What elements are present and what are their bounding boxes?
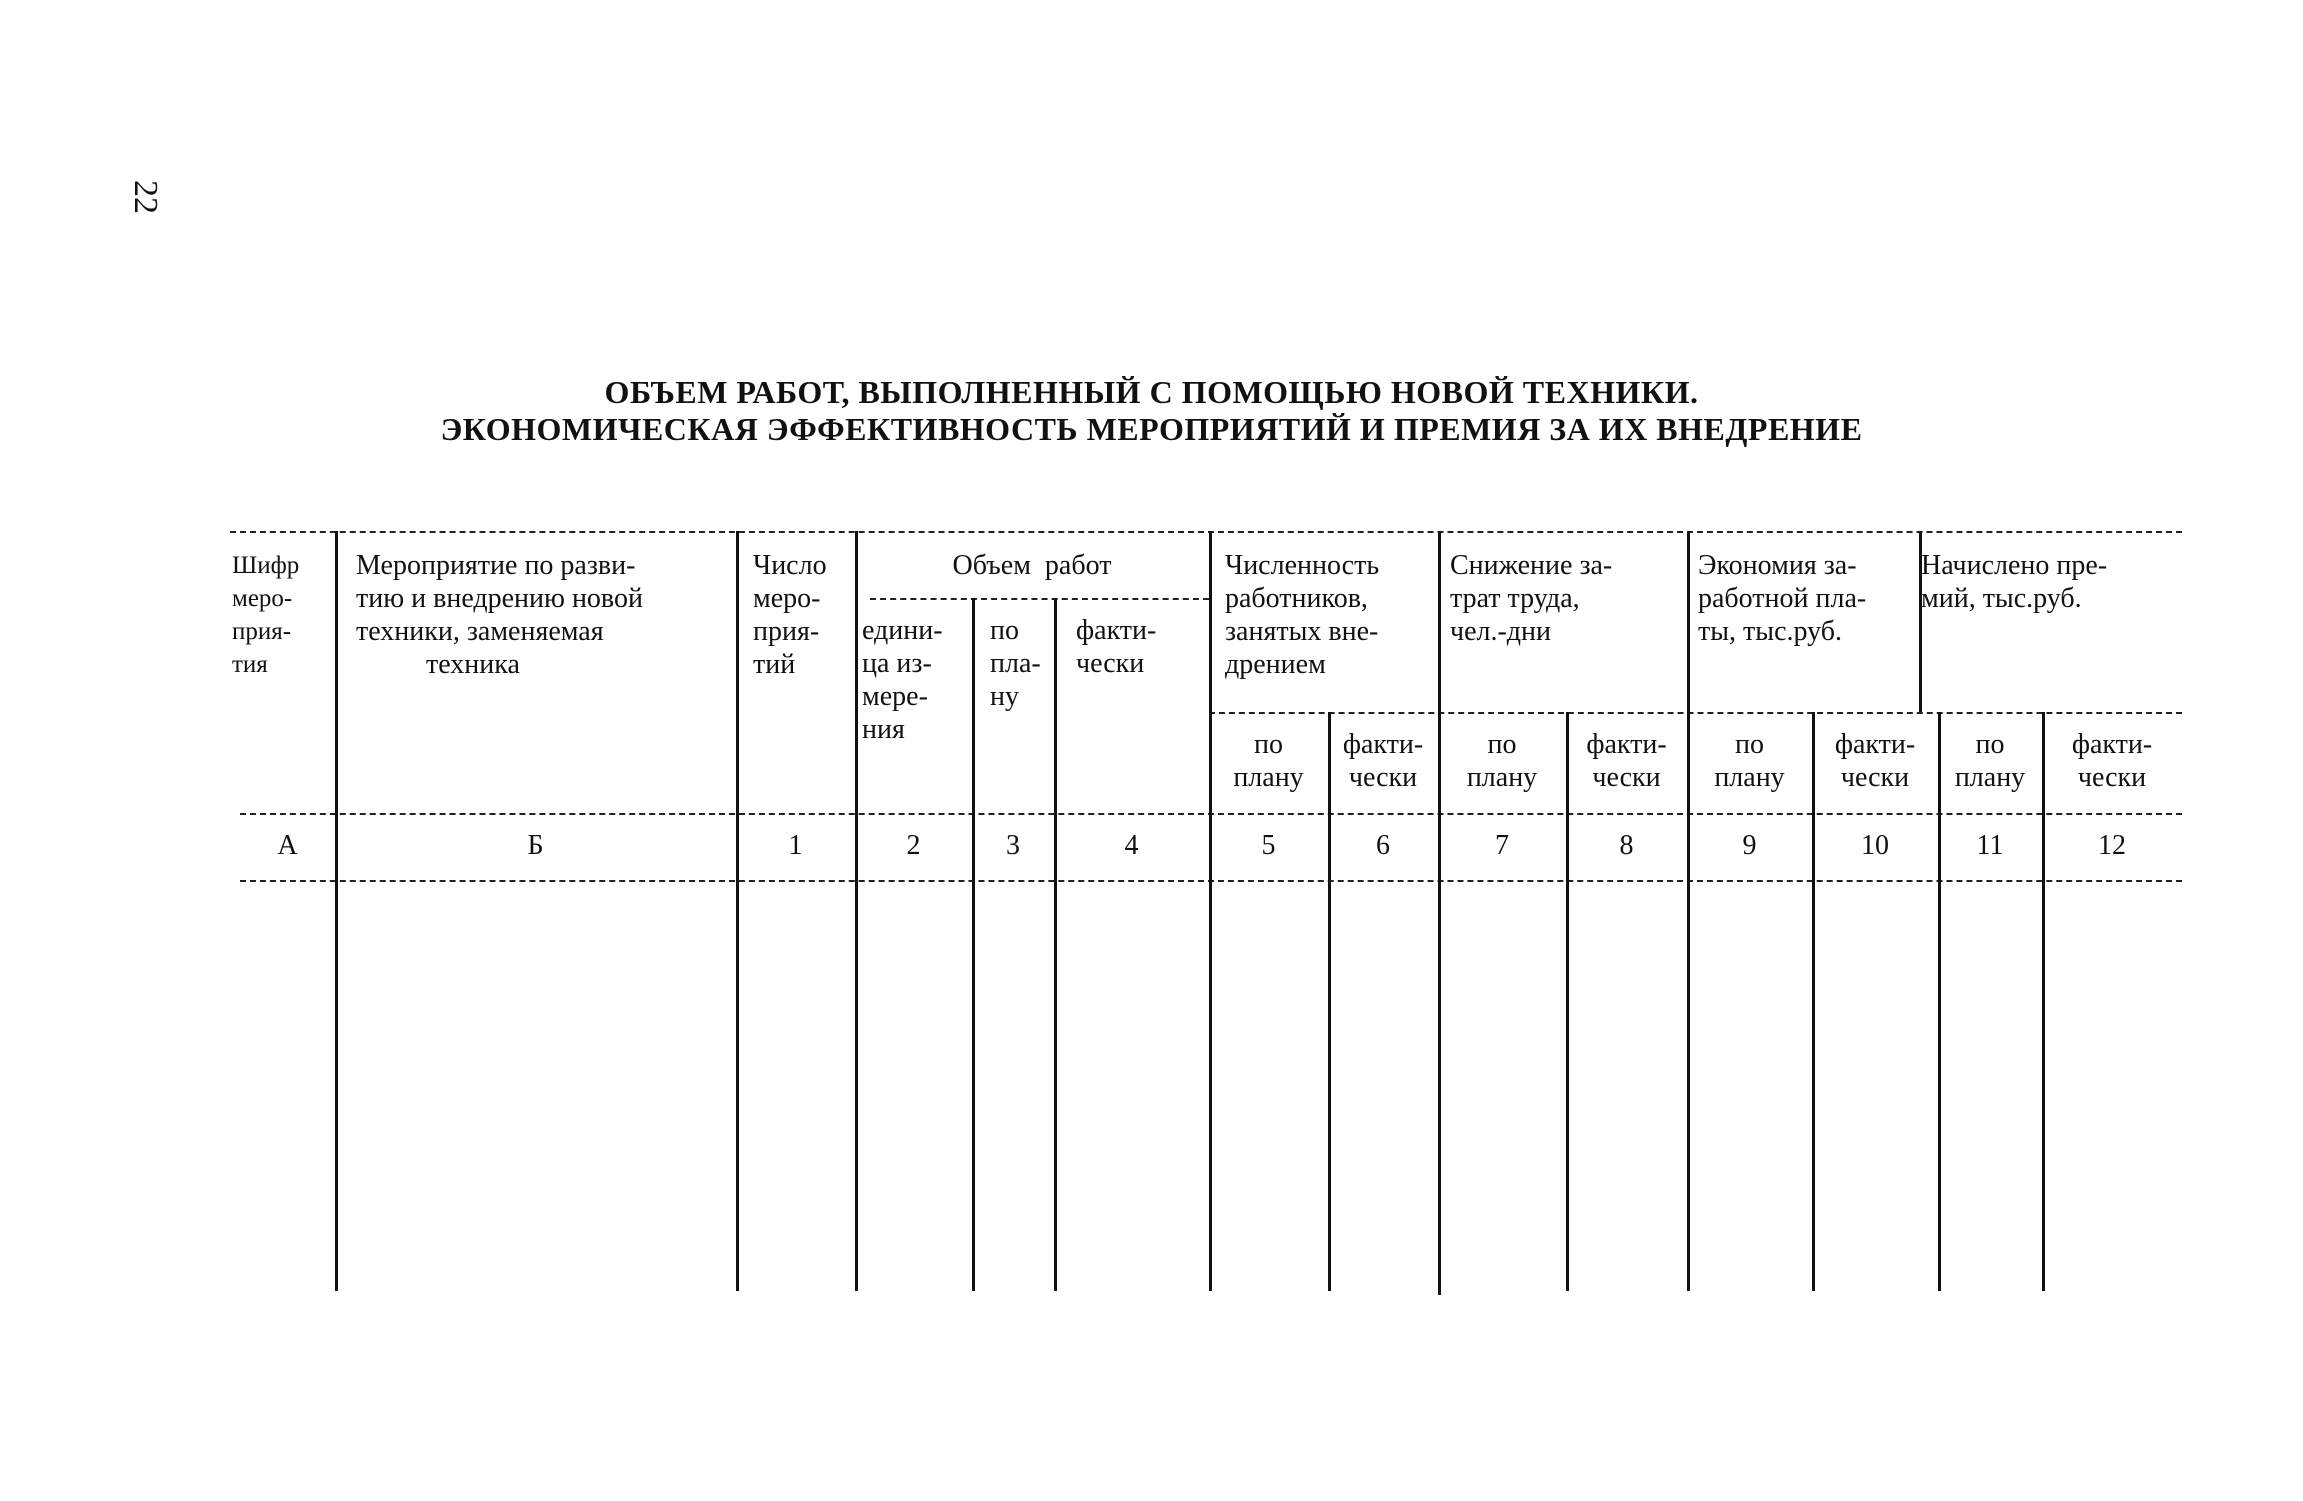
page-number: 22 [127, 180, 164, 214]
column-rule [1438, 531, 1441, 1295]
header-labor-fact: факти- чески [1586, 729, 1667, 793]
header-bonus: Начислено пре- мий, тыс.руб. [1921, 550, 2108, 614]
header-code: Шифр меро- прия- тия [232, 552, 300, 678]
column-rule [335, 531, 338, 1291]
column-number: 7 [1495, 830, 1509, 861]
header-labor: Снижение за- трат труда, чел.-дни [1450, 550, 1613, 647]
column-number: 2 [906, 830, 921, 861]
header-volume-unit: едини- ца из- мере- ния [862, 615, 943, 745]
column-rule [1209, 531, 1212, 1291]
column-number: 12 [2098, 830, 2126, 861]
column-rule [1328, 712, 1331, 1291]
header-workers-fact: факти- чески [1342, 729, 1424, 793]
column-number: 1 [788, 830, 803, 861]
column-number: Б [527, 830, 544, 861]
header-workers: Численность работников, занятых вне- дре… [1225, 550, 1380, 680]
header-count: Число меро- прия- тий [753, 550, 827, 680]
column-number: А [277, 830, 298, 861]
title-line-1: ОБЪЕМ РАБОТ, ВЫПОЛНЕННЫЙ С ПОМОЩЬЮ НОВОЙ… [604, 374, 1699, 410]
column-rule [1812, 712, 1815, 1291]
column-rule [972, 598, 975, 1291]
header-workers-plan: по плану [1233, 729, 1304, 793]
column-number: 9 [1742, 830, 1757, 861]
column-number: 4 [1124, 830, 1139, 861]
column-number: 10 [1861, 830, 1889, 861]
header-volume-plan: по пла- ну [990, 615, 1041, 712]
header-measure: Мероприятие по разви- тию и внедрению но… [356, 550, 643, 680]
title-line-2: ЭКОНОМИЧЕСКАЯ ЭФФЕКТИВНОСТЬ МЕРОПРИЯТИЙ … [440, 411, 1863, 447]
column-rule [736, 531, 739, 1291]
column-number: 3 [1006, 830, 1020, 861]
column-number: 8 [1619, 830, 1634, 861]
header-bonus-fact: факти- чески [2071, 729, 2153, 793]
column-rule [1687, 531, 1690, 1291]
column-number: 5 [1261, 830, 1276, 861]
header-labor-plan: по плану [1466, 729, 1538, 793]
header-volume: Объем работ [952, 550, 1112, 581]
header-wage-plan: по плану [1714, 729, 1785, 793]
header-volume-fact: факти- чески [1076, 615, 1157, 679]
column-rule [1566, 712, 1569, 1291]
header-bonus-plan: по плану [1954, 729, 2026, 793]
horizontal-rule [870, 598, 1209, 600]
header-wage-fact: факти- чески [1834, 729, 1916, 793]
column-rule [2042, 712, 2045, 1291]
header-wage: Экономия за- работной пла- ты, тыс.руб. [1698, 550, 1867, 647]
column-rule [1938, 712, 1941, 1291]
column-number: 6 [1376, 830, 1390, 861]
column-number: 11 [1976, 830, 2004, 861]
horizontal-rule [230, 531, 2182, 533]
column-rule [855, 531, 858, 1291]
horizontal-rule [1209, 712, 2182, 714]
column-rule [1054, 598, 1057, 1291]
column-rule [1919, 531, 1922, 712]
